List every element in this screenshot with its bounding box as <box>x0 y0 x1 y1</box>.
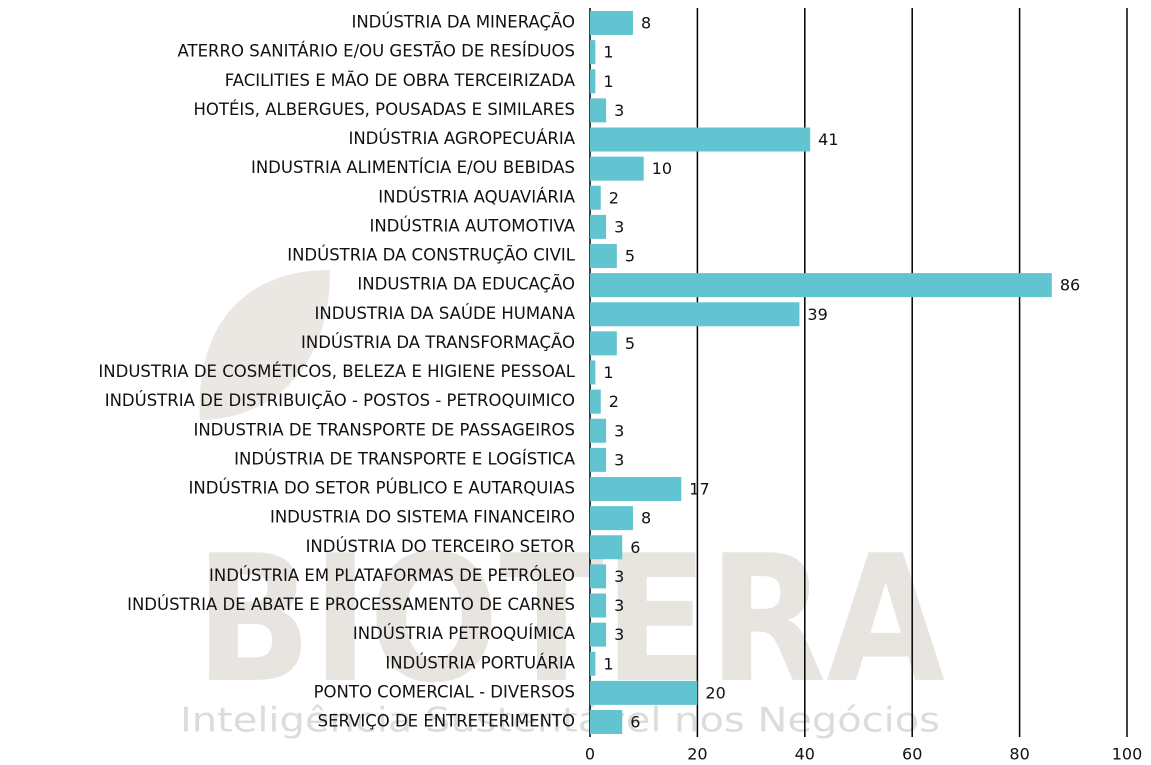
x-tick-label: 40 <box>795 745 815 764</box>
value-label: 1 <box>603 363 613 382</box>
value-label: 3 <box>614 421 624 440</box>
y-tick-label: INDÚSTRIA EM PLATAFORMAS DE PETRÓLEO <box>209 566 575 585</box>
value-label: 1 <box>603 654 613 673</box>
value-label: 2 <box>609 392 619 411</box>
watermark: BIOTERA Inteligência Sustentável nos Neg… <box>180 270 945 741</box>
x-tick-label: 0 <box>585 745 595 764</box>
bar <box>590 98 607 123</box>
bar <box>590 40 596 65</box>
y-tick-label: PONTO COMERCIAL - DIVERSOS <box>314 682 575 701</box>
y-tick-label: INDUSTRIA DA SAÚDE HUMANA <box>314 304 575 323</box>
y-tick-label: INDUSTRIA DE COSMÉTICOS, BELEZA E HIGIEN… <box>98 362 575 381</box>
bar <box>590 418 607 443</box>
bar <box>590 622 607 647</box>
value-label: 17 <box>689 480 709 499</box>
value-label: 3 <box>614 450 624 469</box>
y-tick-label: INDÚSTRIA PETROQUÍMICA <box>353 624 576 643</box>
x-tick-label: 20 <box>687 745 707 764</box>
bar <box>590 244 617 268</box>
value-label: 86 <box>1060 276 1080 295</box>
value-label: 2 <box>609 188 619 207</box>
x-tick-label: 80 <box>1009 745 1029 764</box>
y-tick-label: SERVIÇO DE ENTRETERIMENTO <box>318 712 575 731</box>
bar <box>590 506 633 531</box>
value-label: 20 <box>705 683 725 702</box>
y-tick-label: INDÚSTRIA AUTOMOTIVA <box>369 216 575 235</box>
value-label: 3 <box>614 596 624 615</box>
watermark-leaf <box>199 270 330 420</box>
value-label: 39 <box>807 305 827 324</box>
y-tick-label: INDÚSTRIA DE DISTRIBUIÇÃO - POSTOS - PET… <box>105 391 575 410</box>
bar <box>590 185 601 210</box>
value-label: 3 <box>614 101 624 120</box>
bar <box>590 389 601 414</box>
bar <box>590 447 607 472</box>
value-label: 3 <box>614 625 624 644</box>
y-tick-label: INDÚSTRIA AQUAVIÁRIA <box>378 187 575 206</box>
bar <box>590 360 596 385</box>
y-tick-label: INDÚSTRIA DA CONSTRUÇÃO CIVIL <box>287 246 576 265</box>
y-tick-label: INDUSTRIA DE TRANSPORTE DE PASSAGEIROS <box>193 420 575 439</box>
y-tick-label: INDUSTRIA ALIMENTÍCIA E/OU BEBIDAS <box>251 158 575 177</box>
value-label: 8 <box>641 509 651 528</box>
y-tick-label: INDÚSTRIA DA MINERAÇÃO <box>351 13 575 32</box>
value-label: 3 <box>614 567 624 586</box>
bar <box>590 69 596 94</box>
bar <box>590 273 1052 298</box>
value-label: 10 <box>652 159 672 178</box>
bar <box>590 127 811 152</box>
bar <box>590 651 596 676</box>
y-tick-label: INDÚSTRIA DO TERCEIRO SETOR <box>306 537 575 556</box>
y-tick-label: INDÚSTRIA AGROPECUÁRIA <box>348 129 575 148</box>
bar <box>590 156 644 181</box>
value-label: 3 <box>614 217 624 236</box>
bar <box>590 214 607 239</box>
bar <box>590 593 607 618</box>
value-label: 6 <box>630 713 640 732</box>
value-label: 1 <box>603 43 613 62</box>
bar <box>590 710 623 734</box>
x-tick-label: 60 <box>902 745 922 764</box>
y-tick-label: ATERRO SANITÁRIO E/OU GESTÃO DE RESÍDUOS <box>178 42 575 61</box>
watermark-text: BIOTERA <box>195 519 945 722</box>
value-label: 6 <box>630 538 640 557</box>
bar <box>590 331 617 356</box>
y-tick-label: INDÚSTRIA DA TRANSFORMAÇÃO <box>301 333 575 352</box>
watermark-tagline: Inteligência Sustentável nos Negócios <box>180 701 940 741</box>
y-tick-label: INDÚSTRIA DE ABATE E PROCESSAMENTO DE CA… <box>127 595 575 614</box>
y-tick-label: INDUSTRIA DA EDUCAÇÃO <box>357 275 575 294</box>
y-tick-label: INDÚSTRIA PORTUÁRIA <box>385 653 575 672</box>
bar <box>590 11 633 35</box>
y-tick-label: INDÚSTRIA DE TRANSPORTE E LOGÍSTICA <box>234 449 576 468</box>
y-tick-label: INDÚSTRIA DO SETOR PÚBLICO E AUTARQUIAS <box>189 479 575 498</box>
bar <box>590 535 623 560</box>
y-tick-label: HOTÉIS, ALBERGUES, POUSADAS E SIMILARES <box>193 100 575 119</box>
bar <box>590 564 607 589</box>
value-label: 8 <box>641 14 651 33</box>
value-label: 5 <box>625 247 635 266</box>
value-label: 1 <box>603 72 613 91</box>
bar <box>590 477 682 501</box>
x-tick-label: 100 <box>1112 745 1143 764</box>
value-label: 5 <box>625 334 635 353</box>
y-tick-label: FACILITIES E MÃO DE OBRA TERCEIRIZADA <box>225 71 576 90</box>
y-tick-label: INDUSTRIA DO SISTEMA FINANCEIRO <box>270 508 575 527</box>
bar <box>590 302 800 327</box>
bar <box>590 680 698 705</box>
value-label: 41 <box>818 130 838 149</box>
